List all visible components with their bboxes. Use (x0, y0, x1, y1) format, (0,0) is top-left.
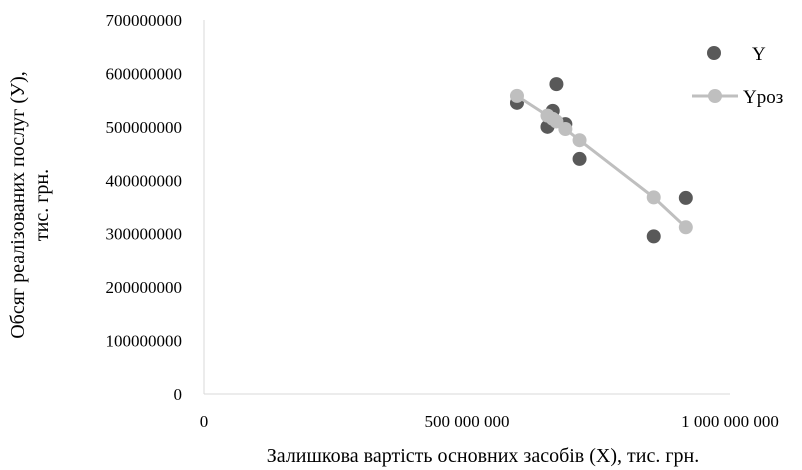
series-layer (509, 77, 693, 244)
series-y-estimate (509, 88, 693, 235)
y-tick-label: 600000000 (106, 64, 183, 83)
y-tick-label: 700000000 (106, 11, 183, 30)
data-point (572, 151, 587, 166)
legend-marker-y-estimate (708, 89, 722, 103)
data-point (646, 190, 661, 205)
x-axis-ticks: 0 500 000 000 1 000 000 000 (200, 412, 779, 431)
data-point (509, 88, 524, 103)
x-tick-label: 1 000 000 000 (681, 412, 779, 431)
y-tick-label: 100000000 (106, 332, 183, 351)
y-axis-title-line1: Обсяг реалізованих послуг (У), (7, 71, 29, 339)
data-point (549, 77, 564, 92)
y-tick-label: 400000000 (106, 171, 183, 190)
x-tick-label: 500 000 000 (425, 412, 510, 431)
y-axis-ticks: 0 100000000 200000000 300000000 400000000 500… (106, 11, 183, 404)
data-point (646, 229, 661, 244)
data-point (572, 133, 587, 148)
legend-marker-y (707, 46, 721, 60)
data-point (678, 190, 693, 205)
legend-label-y: Y (752, 44, 766, 65)
x-tick-label: 0 (200, 412, 209, 431)
y-tick-label: 300000000 (106, 225, 183, 244)
y-tick-label: 200000000 (106, 278, 183, 297)
series-y (509, 77, 693, 244)
y-tick-label: 500000000 (106, 118, 183, 137)
data-point (678, 220, 693, 235)
x-axis-title: Залишкова вартість основних засобів (X),… (267, 445, 700, 467)
y-tick-label: 0 (174, 385, 183, 404)
legend-label-y-estimate: Yроз (743, 87, 783, 108)
data-point (558, 121, 573, 136)
legend: Y Yроз (692, 44, 783, 108)
y-axis-title-line2: тис. грн. (31, 169, 53, 241)
